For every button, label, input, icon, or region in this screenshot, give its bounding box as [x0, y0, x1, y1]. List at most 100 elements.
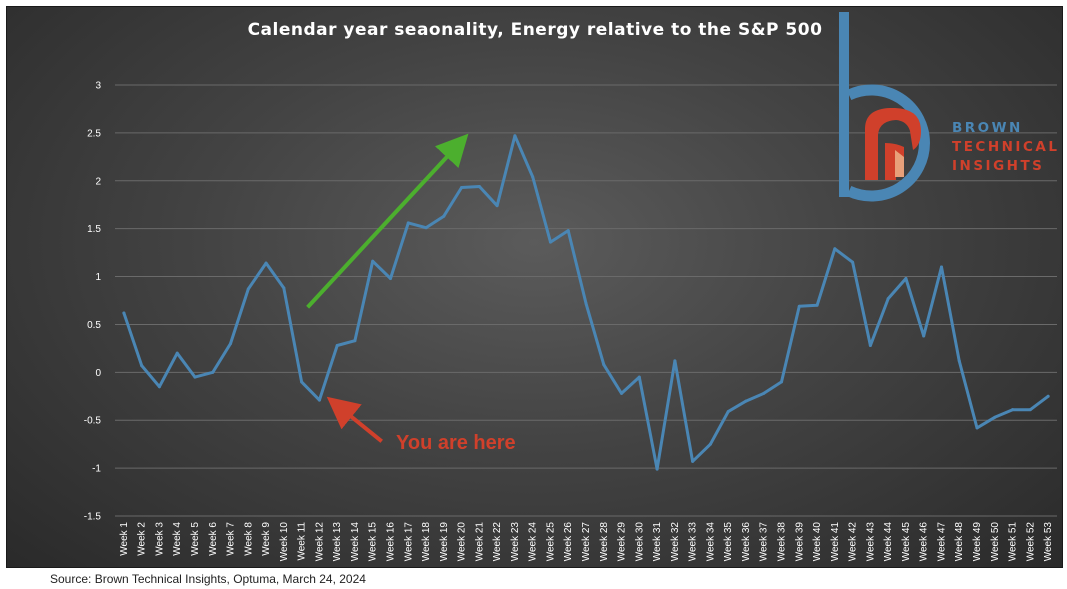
data-point [531, 175, 535, 179]
data-point [762, 391, 766, 395]
data-point [584, 301, 588, 305]
x-tick-label: Week 33 [688, 522, 699, 562]
data-point [566, 229, 570, 233]
annotations: You are here [306, 133, 516, 454]
x-tick-label: Week 34 [705, 522, 716, 562]
uptrend-arrow [306, 133, 469, 309]
data-point [602, 363, 606, 367]
x-tick-label: Week 11 [297, 522, 308, 561]
x-tick-label: Week 43 [865, 522, 876, 562]
x-tick-label: Week 53 [1043, 522, 1054, 562]
data-point [868, 344, 872, 348]
x-tick-label: Week 1 [119, 522, 130, 556]
y-tick-label: 0.5 [87, 320, 101, 331]
data-point [477, 185, 481, 189]
data-point [797, 304, 801, 308]
x-tick-label: Week 35 [723, 522, 734, 562]
data-point [939, 265, 943, 269]
you-are-here-arrow [326, 396, 383, 443]
x-tick-label: Week 23 [510, 522, 521, 562]
x-tick-label: Week 14 [350, 522, 361, 562]
x-tick-label: Week 3 [154, 522, 165, 556]
x-tick-label: Week 48 [954, 522, 965, 562]
y-axis-ticks: 3 2.5 2 1.5 1 0.5 0 -0.5 -1 -1.5 [84, 81, 102, 523]
data-point [229, 342, 233, 346]
x-tick-label: Week 5 [190, 522, 201, 556]
logo-inner [885, 143, 904, 180]
x-tick-label: Week 27 [581, 522, 592, 562]
x-tick-label: Week 50 [990, 522, 1001, 562]
data-point [388, 276, 392, 280]
x-tick-label: Week 9 [261, 522, 272, 556]
x-tick-label: Week 40 [812, 522, 823, 562]
data-point [406, 221, 410, 225]
x-tick-label: Week 22 [492, 522, 503, 562]
x-tick-label: Week 6 [208, 522, 219, 556]
x-tick-label: Week 17 [403, 522, 414, 562]
x-tick-label: Week 7 [226, 522, 237, 556]
data-point [122, 311, 126, 315]
data-point [886, 297, 890, 301]
x-tick-label: Week 49 [972, 522, 983, 562]
x-tick-label: Week 18 [421, 522, 432, 562]
logo-text-insights: INSIGHTS [952, 158, 1044, 174]
data-point [442, 214, 446, 218]
x-tick-label: Week 38 [777, 522, 788, 562]
data-point [317, 398, 321, 402]
data-point [726, 410, 730, 414]
x-tick-label: Week 16 [385, 522, 396, 562]
chart-panel: Calendar year seaonality, Energy relativ… [6, 6, 1063, 568]
logo-inner-highlight [895, 150, 904, 177]
x-tick-label: Week 39 [794, 522, 805, 562]
data-point [655, 467, 659, 471]
data-point [620, 391, 624, 395]
x-tick-label: Week 31 [652, 522, 663, 562]
data-point [282, 286, 286, 290]
data-point [548, 240, 552, 244]
data-point [140, 364, 144, 368]
x-axis-ticks: Week 1 Week 2 Week 3 Week 4 Week 5 Week 6 Week… [119, 522, 1054, 562]
y-tick-label: 1.5 [87, 224, 101, 235]
x-tick-label: Week 42 [848, 522, 859, 562]
data-point [780, 380, 784, 384]
x-tick-label: Week 30 [634, 522, 645, 562]
x-tick-label: Week 24 [528, 522, 539, 562]
x-tick-label: Week 28 [599, 522, 610, 562]
x-tick-label: Week 20 [457, 522, 468, 562]
data-point [193, 375, 197, 379]
logo-stem [839, 12, 849, 197]
x-tick-label: Week 44 [883, 522, 894, 562]
logo-text-technical: TECHNICAL [952, 139, 1059, 155]
x-tick-label: Week 21 [474, 522, 485, 562]
data-point [673, 359, 677, 363]
data-point [975, 426, 979, 430]
data-point [1011, 408, 1015, 412]
logo-bowl [846, 84, 930, 202]
data-point [922, 334, 926, 338]
y-tick-label: 2 [95, 176, 101, 187]
x-tick-label: Week 29 [617, 522, 628, 562]
y-tick-label: 1 [95, 272, 101, 283]
x-tick-label: Week 8 [243, 522, 254, 556]
data-point [264, 261, 268, 265]
y-tick-label: -1.5 [84, 512, 102, 523]
x-tick-label: Week 37 [759, 522, 770, 562]
x-tick-label: Week 15 [368, 522, 379, 562]
data-point [460, 185, 464, 189]
x-tick-label: Week 25 [545, 522, 556, 562]
data-point [246, 287, 250, 291]
x-tick-label: Week 36 [741, 522, 752, 562]
data-point [993, 415, 997, 419]
logo-hook [865, 107, 921, 180]
data-point [300, 380, 304, 384]
gridlines [115, 84, 1057, 517]
x-tick-label: Week 13 [332, 522, 343, 562]
data-point [1046, 394, 1050, 398]
data-point [175, 351, 179, 355]
chart-title: Calendar year seaonality, Energy relativ… [248, 20, 823, 40]
data-point [904, 276, 908, 280]
x-tick-label: Week 2 [137, 522, 148, 556]
x-tick-label: Week 51 [1008, 522, 1019, 562]
data-point [851, 260, 855, 264]
x-tick-label: Week 19 [439, 522, 450, 562]
